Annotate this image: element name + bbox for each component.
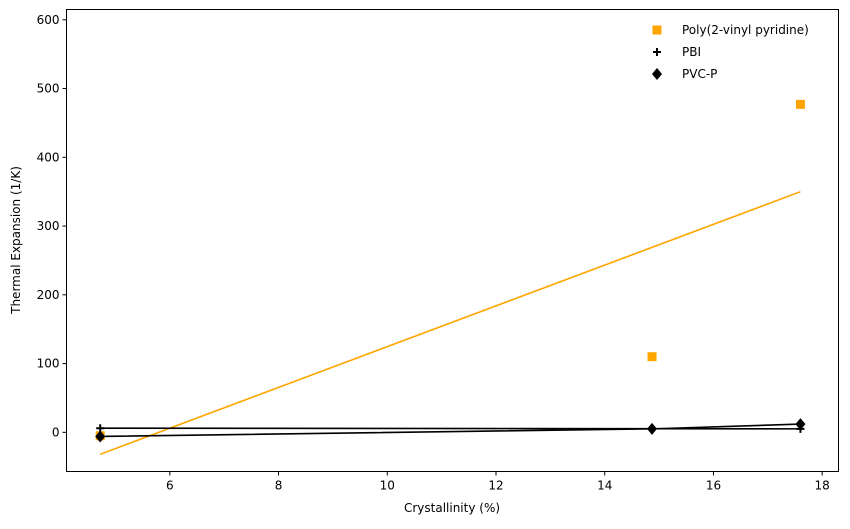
- legend-marker-2: [652, 68, 662, 80]
- data-point-series-2: [95, 430, 106, 443]
- x-axis-label: Crystallinity (%): [404, 501, 500, 515]
- y-axis-label: Thermal Expansion (1/K): [9, 166, 23, 315]
- x-tick-label: 8: [275, 479, 283, 493]
- y-tick-label: 500: [37, 82, 60, 96]
- trend-line-series-0: [99, 190, 801, 456]
- y-axis-ticks: 0 100 200 300 400 500 600: [37, 13, 67, 439]
- x-tick-label: 10: [380, 479, 395, 493]
- trend-line-series-2: [100, 423, 801, 438]
- x-tick-label: 18: [815, 479, 830, 493]
- legend-label-1: PBI: [682, 45, 701, 59]
- legend-marker-1: [653, 48, 661, 56]
- data-point-series-2: [647, 422, 658, 435]
- legend-marker-0: [652, 25, 662, 35]
- data-point-series-2: [795, 418, 806, 431]
- y-tick-label: 300: [37, 219, 60, 233]
- x-tick-label: 6: [166, 479, 174, 493]
- x-tick-label: 12: [488, 479, 503, 493]
- trend-line-series-1: [100, 427, 801, 430]
- legend-label-0: Poly(2-vinyl pyridine): [682, 23, 809, 37]
- legend-label-2: PVC-P: [682, 67, 717, 81]
- legend: Poly(2-vinyl pyridine) PBI PVC-P: [652, 23, 809, 81]
- y-tick-label: 200: [37, 288, 60, 302]
- y-tick-label: 600: [37, 13, 60, 27]
- data-point-series-0: [795, 99, 805, 109]
- data-point-series-0: [647, 352, 657, 362]
- x-tick-label: 16: [706, 479, 721, 493]
- trend-lines: [99, 190, 801, 456]
- y-tick-label: 0: [52, 425, 60, 439]
- data-points: [95, 99, 806, 443]
- x-tick-label: 14: [597, 479, 612, 493]
- plot-frame: [66, 9, 839, 472]
- x-axis-ticks: 6 8 10 12 14 16 18: [166, 471, 830, 493]
- y-tick-label: 100: [37, 357, 60, 371]
- y-tick-label: 400: [37, 150, 60, 164]
